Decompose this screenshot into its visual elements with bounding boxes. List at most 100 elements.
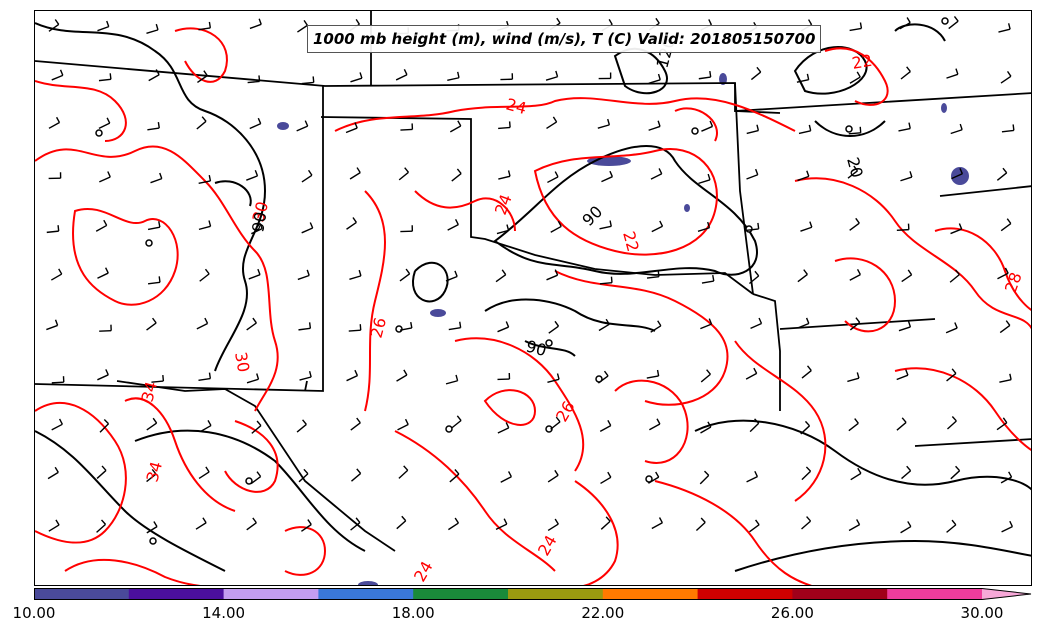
wind-barb xyxy=(449,120,462,133)
wind-barb xyxy=(51,376,65,384)
wind-barb xyxy=(896,369,909,381)
wind-barb xyxy=(750,66,762,81)
wind-barb xyxy=(96,519,107,533)
temp-label-24-oklahoma: 24 xyxy=(491,192,516,218)
wind-barb xyxy=(946,368,957,382)
colorbar-outline xyxy=(34,588,1032,600)
map-title: 1000 mb height (m), wind (m/s), T (C) Va… xyxy=(307,25,822,53)
wind-barb xyxy=(99,171,111,183)
colorbar-bin xyxy=(602,588,699,600)
wind-barb xyxy=(345,122,358,134)
wind-barb xyxy=(746,168,759,180)
temp-label-22-north: 22 xyxy=(850,51,873,73)
wind-barb xyxy=(398,167,410,181)
wind-barb xyxy=(547,518,559,532)
wind-barb xyxy=(97,267,109,279)
wind-barb xyxy=(150,172,163,184)
wind-barb xyxy=(248,268,261,280)
wind-barb xyxy=(296,120,309,132)
wind-barb xyxy=(297,19,308,33)
wind-barb xyxy=(399,268,411,282)
temp-label-26-texas: 26 xyxy=(552,398,579,425)
colorbar-bin xyxy=(34,588,130,600)
wind-barb xyxy=(195,517,207,530)
wind-barb xyxy=(849,268,861,281)
wind-barb xyxy=(196,116,207,130)
wind-barb xyxy=(147,276,161,285)
wind-barb xyxy=(746,124,760,135)
wind-barb xyxy=(48,519,60,532)
wind-barb xyxy=(847,372,860,383)
wind-barb xyxy=(46,225,60,234)
wind-barb xyxy=(648,471,660,484)
wind-barb xyxy=(547,373,560,384)
wind-barb xyxy=(200,420,212,433)
wind-barb xyxy=(597,118,611,129)
wind-barb xyxy=(901,465,912,480)
wind-barb xyxy=(801,516,812,530)
wind-barb xyxy=(396,515,407,530)
wind-barb xyxy=(599,220,612,230)
wind-barb xyxy=(797,269,808,283)
temp-label-34-southwest: 34 xyxy=(138,379,162,404)
wind-barb xyxy=(547,171,559,184)
wind-barb xyxy=(946,68,959,79)
wind-barb xyxy=(47,466,59,480)
wind-barb xyxy=(899,17,911,30)
wind-barb xyxy=(800,420,811,435)
wind-barb xyxy=(597,370,609,384)
wind-barb xyxy=(500,471,512,483)
wind-barb xyxy=(545,70,559,81)
wind-barb xyxy=(700,369,711,383)
wind-barb xyxy=(999,320,1011,334)
wind-barb xyxy=(801,365,812,379)
wind-barb xyxy=(746,470,759,483)
wind-barb xyxy=(546,116,558,130)
wind-barb xyxy=(950,123,963,135)
temp-label-22-oklahoma: 22 xyxy=(619,229,643,254)
colorbar-bin xyxy=(413,588,509,600)
wind-barb xyxy=(1000,70,1012,84)
wind-barb xyxy=(697,221,711,233)
wind-barb xyxy=(497,372,511,381)
wind-barb xyxy=(745,367,758,380)
wind-barb xyxy=(1000,218,1012,232)
wind-barb xyxy=(346,217,357,230)
wind-barb xyxy=(550,220,562,233)
wind-barb xyxy=(301,76,315,85)
wind-barb xyxy=(196,317,209,330)
temp-label-24-south: 24 xyxy=(410,558,437,585)
wind-barb xyxy=(396,369,408,382)
wind-barb xyxy=(147,221,161,231)
wind-barb xyxy=(350,517,361,531)
height-label-90-central: 90 xyxy=(524,337,549,361)
wind-barb xyxy=(996,167,1008,181)
wind-barb xyxy=(198,21,212,31)
wind-barb xyxy=(198,372,212,381)
wind-barb xyxy=(998,23,1011,33)
wind-barb xyxy=(151,374,165,383)
wind-barb xyxy=(898,321,912,332)
wind-barb xyxy=(397,418,409,431)
state-borders xyxy=(35,11,1031,552)
wind-barb xyxy=(398,465,409,479)
wind-barb xyxy=(451,415,462,429)
wind-barb xyxy=(849,22,863,32)
wind-barb xyxy=(650,320,662,333)
wind-barb xyxy=(548,320,560,334)
wind-barb xyxy=(349,167,361,180)
wind-barb xyxy=(298,468,309,483)
wind-barb xyxy=(99,324,112,332)
temp-label-26-central: 26 xyxy=(367,315,391,340)
colorbar-bin xyxy=(887,588,983,600)
wind-barb xyxy=(648,120,661,131)
map-panel: 22 24 24 22 20 30 30 34 34 26 26 24 24 2… xyxy=(34,10,1032,586)
wind-barb xyxy=(498,121,511,130)
wind-barb xyxy=(448,321,462,331)
wind-barb xyxy=(198,466,210,480)
wind-barb xyxy=(896,417,907,431)
wind-barb xyxy=(301,222,314,234)
wind-barb xyxy=(700,318,713,330)
wind-barb xyxy=(146,521,158,534)
wind-barb xyxy=(798,124,812,135)
